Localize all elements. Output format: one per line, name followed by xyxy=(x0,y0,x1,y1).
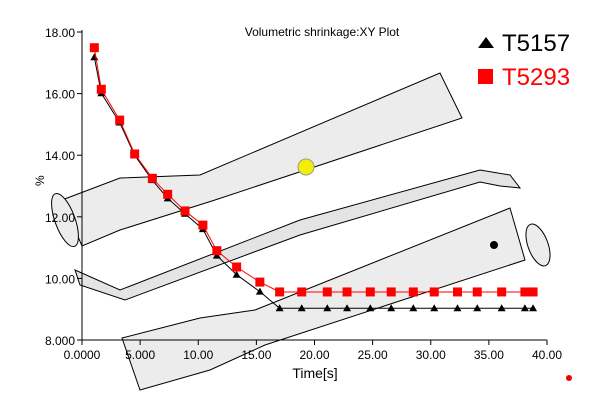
data-point-t5157 xyxy=(90,53,99,61)
gate-end-right xyxy=(525,223,551,267)
data-point-t5293 xyxy=(497,287,507,297)
legend: T5157 T5293 xyxy=(478,30,570,91)
data-point-t5157 xyxy=(323,304,332,312)
x-axis-label: Time[s] xyxy=(292,365,337,381)
legend-label-t5157: T5157 xyxy=(502,30,570,57)
y-tick-label: 12.00 xyxy=(45,211,75,225)
x-tick-label: 15.00 xyxy=(241,348,271,362)
y-tick-label: 14.00 xyxy=(45,149,75,163)
data-point-t5293 xyxy=(342,287,352,297)
data-point-t5157 xyxy=(275,304,284,312)
model-background xyxy=(51,72,551,391)
probe-point xyxy=(490,241,498,249)
data-point-t5293 xyxy=(528,287,538,297)
data-point-t5293 xyxy=(322,287,332,297)
x-tick-label: 35.00 xyxy=(474,348,504,362)
data-point-t5293 xyxy=(275,287,285,297)
data-point-t5293 xyxy=(96,84,106,94)
runner-pipe xyxy=(74,169,522,301)
data-point-t5157 xyxy=(343,304,352,312)
axis-triad-icon xyxy=(566,375,572,381)
data-point-t5293 xyxy=(115,115,125,125)
data-point-t5157 xyxy=(453,304,462,312)
data-point-t5157 xyxy=(520,304,529,312)
data-point-t5293 xyxy=(130,149,140,159)
legend-marker-t5157 xyxy=(478,37,494,48)
data-point-t5157 xyxy=(497,304,506,312)
y-tick-label: 18.00 xyxy=(45,26,75,40)
chart-title: Volumetric shrinkage:XY Plot xyxy=(245,25,400,39)
x-tick-label: 0.0000 xyxy=(64,348,101,362)
x-tick-label: 25.00 xyxy=(358,348,388,362)
injection-point-marker xyxy=(297,158,315,176)
x-tick-label: 30.00 xyxy=(416,348,446,362)
data-point-t5293 xyxy=(180,206,190,216)
data-point-t5157 xyxy=(387,304,396,312)
data-point-t5293 xyxy=(408,287,418,297)
data-point-t5293 xyxy=(365,287,375,297)
x-tick-label: 40.00 xyxy=(532,348,562,362)
y-tick-label: 8.000 xyxy=(45,334,75,348)
gate-end xyxy=(51,192,79,248)
data-point-t5293 xyxy=(147,173,157,183)
data-point-t5293 xyxy=(89,43,99,53)
x-tick-label: 5.000 xyxy=(125,348,155,362)
y-tick-label: 10.00 xyxy=(45,272,75,286)
data-point-t5293 xyxy=(297,287,307,297)
data-point-t5157 xyxy=(297,304,306,312)
data-point-t5157 xyxy=(473,304,482,312)
data-point-t5293 xyxy=(520,287,530,297)
tensile-bar-upper xyxy=(61,72,463,247)
data-point-t5293 xyxy=(212,246,222,256)
tensile-bar-lower xyxy=(121,207,526,391)
legend-marker-t5293 xyxy=(478,69,493,84)
x-tick-label: 20.00 xyxy=(299,348,329,362)
x-tick-label: 10.00 xyxy=(183,348,213,362)
data-point-t5293 xyxy=(452,287,462,297)
data-point-t5157 xyxy=(232,270,241,278)
data-point-t5157 xyxy=(409,304,418,312)
y-axis-label: % xyxy=(33,175,47,186)
data-point-t5157 xyxy=(366,304,375,312)
legend-label-t5293: T5293 xyxy=(502,64,570,91)
data-point-t5157 xyxy=(255,287,264,295)
data-point-t5293 xyxy=(232,262,242,272)
data-point-t5157 xyxy=(430,304,439,312)
data-point-t5293 xyxy=(472,287,482,297)
data-point-t5293 xyxy=(163,189,173,199)
data-point-t5293 xyxy=(198,220,208,230)
data-point-t5293 xyxy=(255,277,265,287)
y-tick-label: 16.00 xyxy=(45,88,75,102)
data-point-t5157 xyxy=(529,304,538,312)
data-point-t5293 xyxy=(386,287,396,297)
data-point-t5293 xyxy=(429,287,439,297)
